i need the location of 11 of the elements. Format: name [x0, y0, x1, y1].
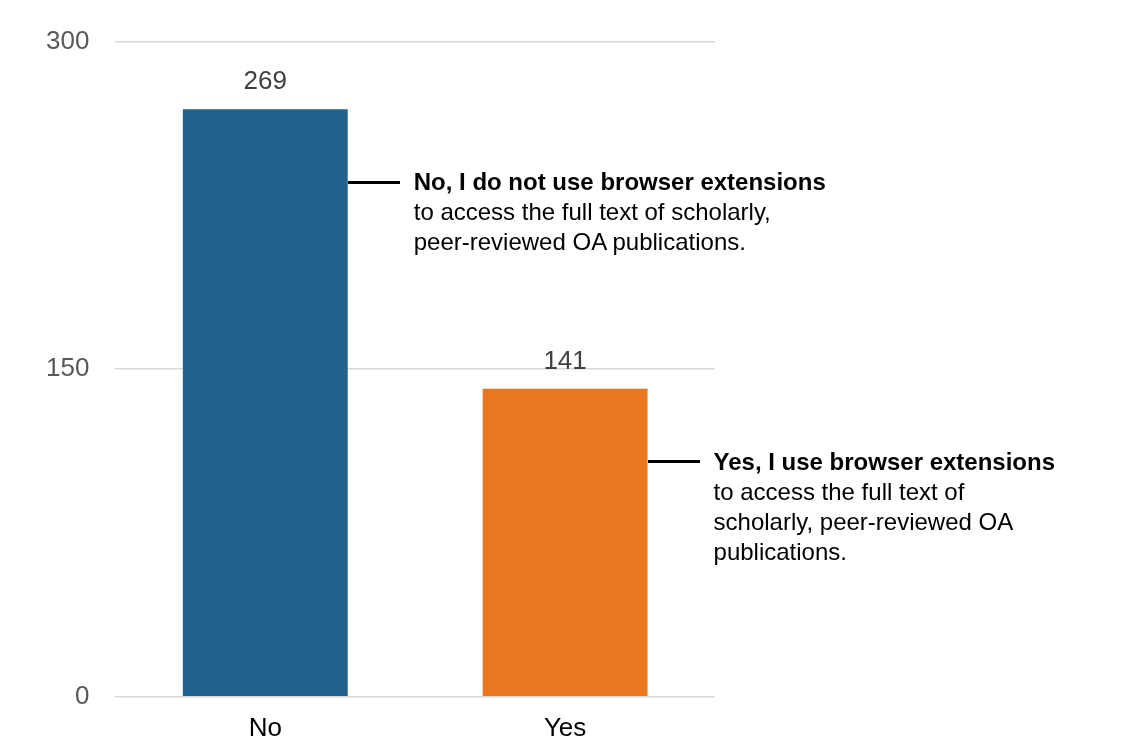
annotation: to access the full text of scholarly, peer-reviewed OA publications. [413, 197, 772, 258]
x-tick-label: Yes [543, 711, 587, 742]
x-tick-label: No [248, 711, 282, 742]
data-label: 141 [543, 345, 587, 376]
annotation: Yes, I use browser extensions [713, 446, 1056, 477]
y-tick-label: 150 [45, 352, 90, 383]
annotation: to access the full text of scholarly, peer-reviewed OA publications. [713, 476, 1014, 567]
y-tick-label: 0 [74, 679, 90, 710]
data-label: 269 [243, 65, 287, 96]
annotation: No, I do not use browser extensions [413, 167, 826, 198]
y-tick-label: 300 [45, 24, 90, 55]
